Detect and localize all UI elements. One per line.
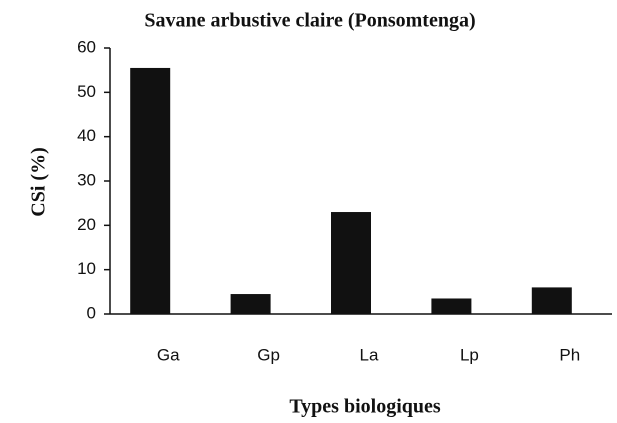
- chart-title: Savane arbustive claire (Ponsomtenga): [144, 10, 475, 32]
- y-tick-label: 60: [77, 37, 96, 56]
- bar: [230, 294, 271, 314]
- bar: [331, 212, 371, 314]
- y-tick-label: 30: [77, 170, 96, 189]
- x-tick-label: Ga: [157, 345, 180, 364]
- y-tick-label: 40: [77, 126, 96, 145]
- x-tick-label: Lp: [460, 345, 479, 364]
- y-tick-label: 10: [77, 259, 96, 278]
- y-axis-label: CSi (%): [28, 147, 50, 216]
- bar: [531, 287, 572, 314]
- x-tick-label: Gp: [257, 345, 280, 364]
- y-tick-label: 20: [77, 215, 96, 234]
- x-axis-label: Types biologiques: [289, 396, 441, 418]
- y-tick-label: 0: [87, 303, 96, 322]
- bar: [431, 298, 472, 314]
- x-tick-label: Ph: [559, 345, 580, 364]
- bar: [130, 67, 171, 314]
- x-tick-label: La: [360, 345, 379, 364]
- y-tick-label: 50: [77, 82, 96, 101]
